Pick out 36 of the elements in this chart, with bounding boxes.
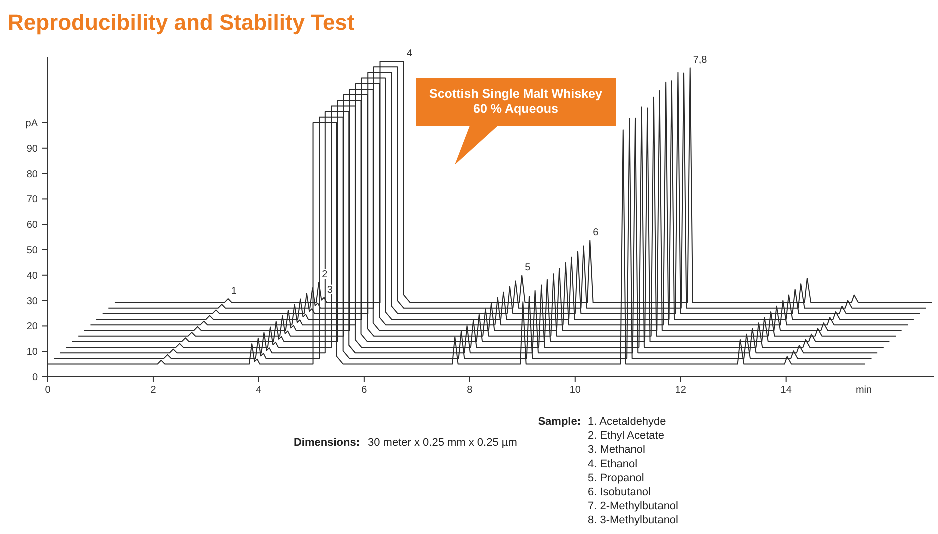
annotation: Scottish Single Malt Whiskey 60 % Aqueous <box>430 87 603 116</box>
text: Sample: 1. Acetaldehyde <box>538 416 666 428</box>
y-tick-label: 40 <box>26 270 38 282</box>
x-tick-label: 4 <box>256 385 262 396</box>
y-tick-label: 30 <box>26 296 38 308</box>
x-tick-label: 0 <box>45 385 52 396</box>
x-tick-label: 6 <box>362 385 368 396</box>
text: 7. 2-Methylbutanol <box>588 500 678 513</box>
text: Dimensions: 30 meter x 0.25 mm x 0.25 µm <box>294 437 518 449</box>
x-tick-label: 14 <box>780 385 792 396</box>
x-tick-label: 12 <box>675 385 687 396</box>
annotation: 4 <box>406 48 413 60</box>
y-tick-label: 10 <box>26 347 38 358</box>
x-tick-label: 2 <box>150 385 157 396</box>
y-axis-title: pA <box>26 118 38 130</box>
x-tick-label: 10 <box>570 385 582 396</box>
text: 2. Ethyl Acetate <box>588 430 664 442</box>
annotation: 7,8 <box>693 55 708 66</box>
y-tick-label: 60 <box>26 220 38 232</box>
y-tick-label: 0 <box>32 372 38 384</box>
x-axis-title: min <box>856 385 872 396</box>
y-tick-label: 20 <box>26 322 38 333</box>
y-tick-label: 80 <box>26 169 38 180</box>
y-tick-label: 70 <box>26 194 38 206</box>
annotation: 5 <box>525 262 532 274</box>
y-tick-label: 50 <box>26 246 38 256</box>
y-tick-label: 90 <box>26 144 38 155</box>
text: 3. Methanol <box>588 444 646 456</box>
text: 4. Ethanol <box>588 458 638 470</box>
chart-title: Reproducibility and Stability Test <box>8 10 356 35</box>
text: 5. Propanol <box>588 472 644 484</box>
text: 6. Isobutanol <box>588 486 651 498</box>
annotation: 6 <box>593 228 600 239</box>
text: 8. 3-Methylbutanol <box>588 514 678 527</box>
x-tick-label: 8 <box>467 385 474 396</box>
annotation: 1 <box>231 286 238 298</box>
